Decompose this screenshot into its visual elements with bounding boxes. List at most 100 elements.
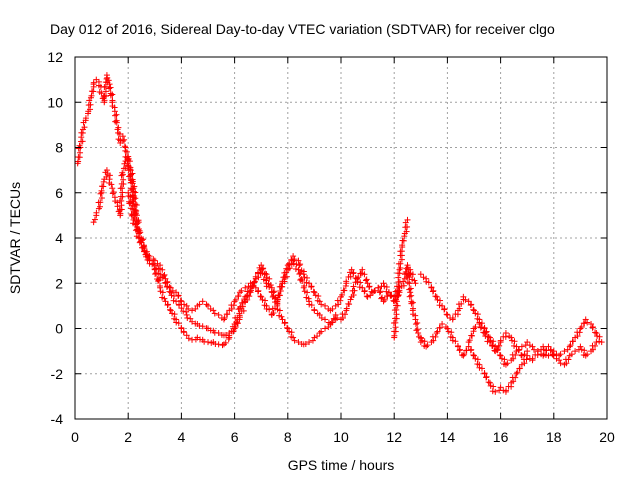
track-b-point	[279, 316, 286, 323]
track-g-fill-point	[550, 351, 557, 358]
track-a-fill-point	[341, 311, 348, 318]
track-b-point	[90, 219, 97, 226]
track-b-fill-point	[128, 171, 135, 178]
track-g-fill-point	[485, 379, 492, 386]
track-c-fill-point	[352, 275, 359, 282]
track-c-point	[167, 284, 174, 291]
track-c-fill-point	[128, 212, 135, 219]
track-h-fill-point	[489, 342, 496, 349]
track-d-fill-point	[393, 283, 400, 290]
track-f-point	[561, 348, 568, 355]
track-c-fill-point	[192, 305, 199, 312]
track-g-point	[572, 348, 579, 355]
track-b-fill-point	[286, 328, 293, 335]
track-g-fill-point	[512, 374, 519, 381]
track-g-point	[439, 320, 446, 327]
track-c-point	[135, 235, 142, 241]
track-a-fill-point	[363, 276, 370, 283]
track-b-fill-point	[110, 189, 117, 196]
track-c-fill-point	[266, 306, 273, 313]
track-a-fill-point	[101, 92, 108, 99]
track-a-fill-point	[113, 119, 120, 126]
track-h-point	[508, 334, 515, 341]
track-f-fill-point	[596, 338, 603, 345]
track-a-fill-point	[230, 328, 237, 335]
track-f-fill-point	[498, 355, 505, 362]
track-a-fill-point	[112, 118, 119, 125]
chart-title: Day 012 of 2016, Sidereal Day-to-day VTE…	[50, 21, 555, 37]
track-c-fill-point	[363, 293, 370, 300]
track-d-fill-point	[392, 296, 399, 303]
track-c-point	[178, 298, 185, 305]
track-b-fill-point	[266, 283, 273, 290]
track-a-fill-point	[180, 329, 187, 336]
track-a-fill-point	[238, 299, 245, 306]
track-c-fill-point	[318, 301, 325, 308]
track-f-point	[593, 330, 600, 337]
track-b-fill-point	[118, 180, 125, 187]
track-a-fill-point	[334, 314, 341, 321]
track-b-fill-point	[234, 320, 241, 327]
track-a-fill-point	[366, 283, 373, 290]
track-c-fill-point	[257, 293, 264, 300]
track-c-point	[290, 253, 297, 260]
track-c-fill-point	[136, 239, 143, 246]
track-a-fill-point	[164, 302, 171, 309]
track-b-fill-point	[284, 324, 291, 331]
track-c-point	[236, 289, 243, 296]
track-c-fill-point	[367, 292, 374, 299]
track-c-fill-point	[343, 278, 350, 285]
track-f-fill-point	[436, 302, 443, 309]
track-g-fill-point	[540, 351, 547, 358]
track-a-fill-point	[78, 129, 85, 136]
track-a-fill-point	[308, 302, 315, 309]
track-a-fill-point	[361, 271, 368, 278]
track-g-fill-point	[472, 355, 479, 362]
track-a-fill-point	[75, 154, 82, 161]
track-a-fill-point	[381, 296, 388, 303]
track-f-fill-point	[567, 342, 574, 349]
track-f-point	[577, 325, 584, 332]
track-b-fill-point	[281, 320, 288, 327]
track-b-fill-point	[100, 178, 107, 185]
track-c-fill-point	[337, 297, 344, 304]
track-g-fill-point	[449, 337, 456, 344]
track-b-fill-point	[129, 170, 136, 177]
track-a-fill-point	[161, 295, 168, 302]
track-f-point	[572, 334, 579, 341]
track-f-point	[582, 316, 589, 323]
track-h-fill-point	[477, 324, 484, 331]
track-c-fill-point	[163, 279, 170, 286]
track-b-fill-point	[91, 216, 98, 223]
track-d-fill-point	[393, 302, 400, 309]
track-b-fill-point	[251, 278, 258, 285]
track-c-point	[205, 302, 211, 309]
track-g-point	[433, 330, 440, 337]
x-tick-label: 12	[386, 429, 402, 445]
track-c-point	[306, 280, 313, 287]
track-g-fill-point	[436, 324, 443, 331]
track-b-point	[199, 323, 206, 330]
track-c-fill-point	[400, 282, 407, 289]
track-g-fill-point	[461, 351, 468, 358]
track-c-point	[375, 284, 382, 291]
track-h-fill-point	[472, 324, 479, 331]
track-g-fill-point	[442, 324, 449, 331]
y-tick-label: 10	[47, 94, 63, 110]
track-b-fill-point	[126, 158, 133, 165]
track-c-fill-point	[361, 288, 368, 295]
track-a-point	[215, 341, 222, 348]
track-c-fill-point	[350, 270, 357, 277]
track-b-fill-point	[263, 283, 270, 290]
track-a-point	[380, 298, 387, 305]
track-b-point	[183, 311, 190, 318]
track-c-point	[332, 302, 339, 309]
track-e-point	[404, 262, 411, 269]
track-c-fill-point	[207, 305, 214, 312]
track-c-fill-point	[274, 296, 281, 303]
track-a-fill-point	[304, 289, 311, 296]
track-a-fill-point	[107, 84, 114, 91]
track-c-fill-point	[134, 228, 141, 235]
track-f-fill-point	[462, 296, 469, 303]
track-h-point	[486, 339, 493, 346]
